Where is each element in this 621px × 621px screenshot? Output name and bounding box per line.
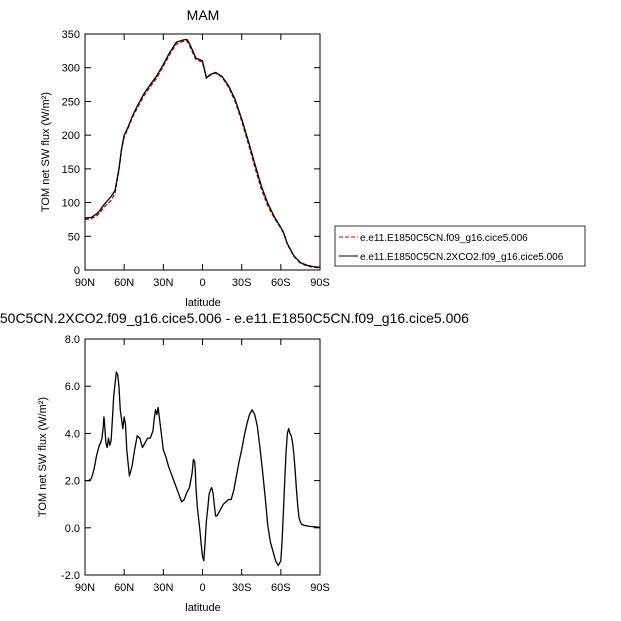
bottom-x-tick-label: 30S xyxy=(232,582,252,594)
top-y-tick-label: 50 xyxy=(68,231,80,243)
bottom-y-tick-label: -2.0 xyxy=(61,570,80,582)
top-x-tick-label: 60N xyxy=(114,277,134,289)
top-x-tick-label: 90N xyxy=(75,277,95,289)
top-x-tick-label: 30S xyxy=(232,277,252,289)
bottom-panel: e.e11.E1850C5CN.2XCO2.f09_g16.cice5.006 … xyxy=(0,310,469,614)
bottom-x-tick-label: 90S xyxy=(310,582,330,594)
bottom-y-tick-label: 4.0 xyxy=(65,428,80,440)
top-y-tick-label: 250 xyxy=(62,96,80,108)
top-x-axis-label: latitude xyxy=(185,297,220,309)
bottom-series-line-1 xyxy=(85,371,321,567)
bottom-x-axis-label: latitude xyxy=(185,602,220,614)
legend-label-series-2: e.e11.E1850C5CN.2XCO2.f09_g16.cice5.006 xyxy=(360,252,564,263)
bottom-y-tick-label: 6.0 xyxy=(65,381,80,393)
top-y-tick-label: 150 xyxy=(62,164,80,176)
bottom-y-tick-label: 8.0 xyxy=(65,334,80,346)
top-x-tick-label: 30N xyxy=(153,277,173,289)
top-y-tick-label: 100 xyxy=(62,198,80,210)
bottom-x-tick-label: 60N xyxy=(114,582,134,594)
bottom-x-tick-label: 30N xyxy=(153,582,173,594)
bottom-chart-title: e.e11.E1850C5CN.2XCO2.f09_g16.cice5.006 … xyxy=(0,310,469,326)
top-y-tick-label: 300 xyxy=(62,63,80,75)
top-y-tick-label: 200 xyxy=(62,130,80,142)
bottom-y-axis-label: TOM net SW flux (W/m²) xyxy=(37,397,49,517)
bottom-y-tick-label: 2.0 xyxy=(65,476,80,488)
bottom-x-tick-label: 0 xyxy=(199,582,205,594)
legend-label-series-1: e.e11.E1850C5CN.f09_g16.cice5.006 xyxy=(360,233,528,244)
legend-box xyxy=(334,225,586,267)
bottom-x-tick-label: 90N xyxy=(75,582,95,594)
top-x-tick-label: 0 xyxy=(199,277,205,289)
top-series-line-2 xyxy=(84,38,321,268)
legend: e.e11.E1850C5CN.f09_g16.cice5.006 e.e11.… xyxy=(334,225,586,267)
top-y-axis-label: TOM net SW flux (W/m²) xyxy=(40,92,52,212)
top-panel: MAM 90N 60N 30N 0 30S 60S 90S 0 50 100 150 200 250 30… xyxy=(40,7,330,309)
top-chart-title: MAM xyxy=(187,7,220,23)
top-x-tick-label: 60S xyxy=(271,277,291,289)
bottom-x-tick-label: 60S xyxy=(271,582,291,594)
top-y-tick-label: 350 xyxy=(62,29,80,41)
bottom-y-tick-label: 0.0 xyxy=(65,523,80,535)
top-y-tick-label: 0 xyxy=(74,265,80,277)
top-x-tick-label: 90S xyxy=(310,277,330,289)
bottom-plot-frame xyxy=(84,338,321,576)
